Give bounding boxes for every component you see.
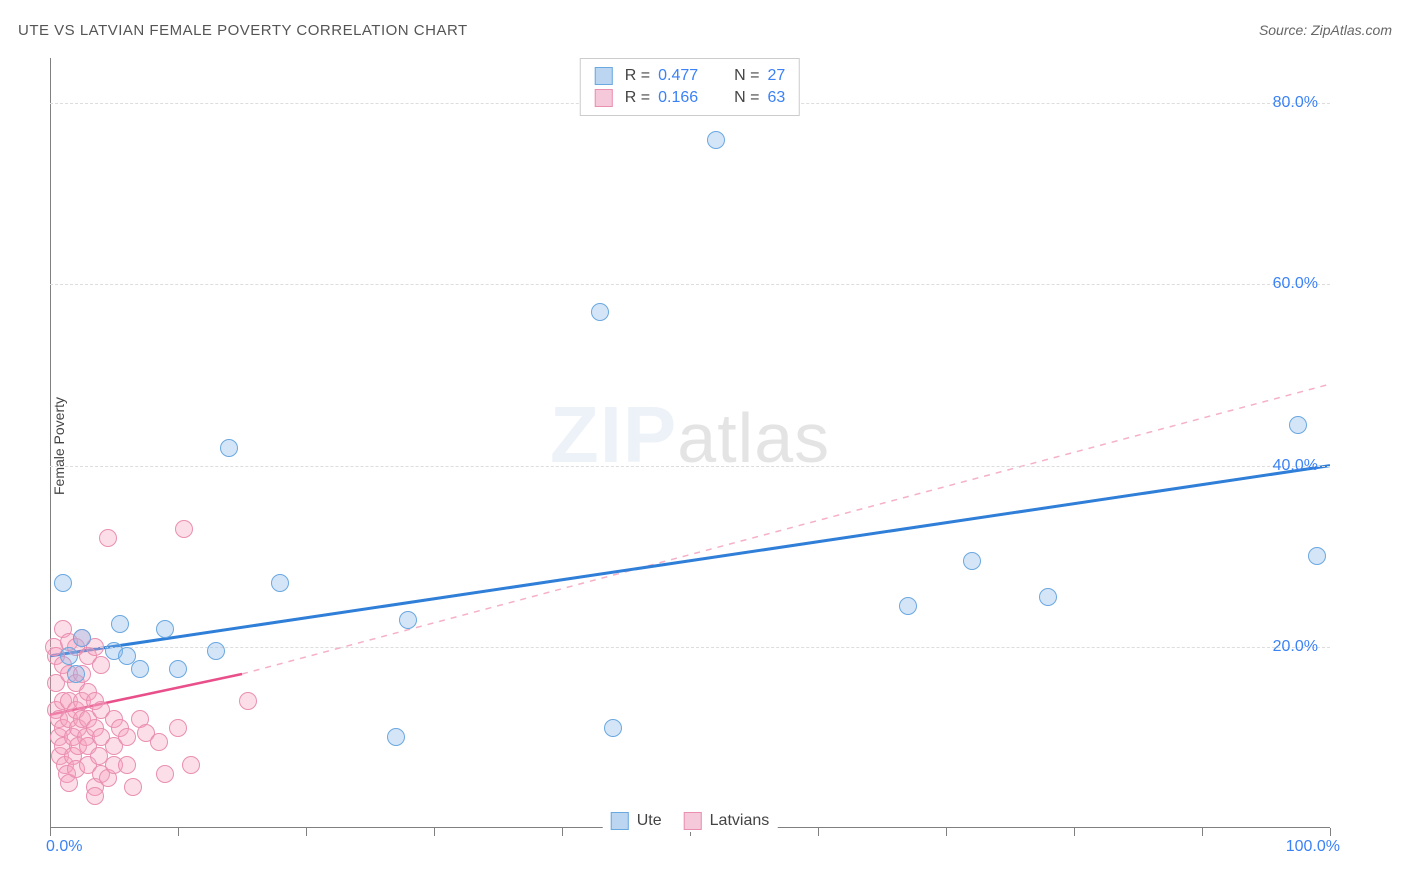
legend-item-ute: Ute [611,812,662,830]
r-label: R = [625,89,650,107]
data-point [399,611,417,629]
x-tick [946,828,947,836]
trend-lines [50,58,1330,828]
chart-area: ZIPatlas 20.0% 40.0% 60.0% 80.0% R = 0.477 … [50,58,1330,828]
legend-series: Ute Latvians [603,810,778,832]
data-point [131,660,149,678]
data-point [220,439,238,457]
data-point [86,787,104,805]
data-point [271,574,289,592]
data-point [54,574,72,592]
data-point [899,597,917,615]
y-tick-label: 80.0% [1273,94,1318,112]
data-point [604,719,622,737]
source-label: Source: ZipAtlas.com [1259,22,1392,38]
n-value-latvians: 63 [767,89,785,107]
plot-area: ZIPatlas 20.0% 40.0% 60.0% 80.0% [50,58,1330,828]
data-point [207,642,225,660]
data-point [591,303,609,321]
data-point [111,615,129,633]
legend-label-ute: Ute [637,812,662,830]
legend-swatch-latvians [595,89,613,107]
data-point [182,756,200,774]
r-value-ute: 0.477 [658,67,714,85]
n-value-ute: 27 [767,67,785,85]
x-tick-max: 100.0% [1286,838,1340,856]
y-tick-label: 60.0% [1273,275,1318,293]
data-point [707,131,725,149]
n-label: N = [734,67,759,85]
x-tick [818,828,819,836]
data-point [73,629,91,647]
data-point [1039,588,1057,606]
legend-label-latvians: Latvians [710,812,770,830]
r-value-latvians: 0.166 [658,89,714,107]
data-point [150,733,168,751]
grid-line [50,284,1330,285]
x-tick-min: 0.0% [46,838,82,856]
legend-swatch-ute [611,812,629,830]
legend-swatch-ute [595,67,613,85]
data-point [92,656,110,674]
x-tick [434,828,435,836]
n-label: N = [734,89,759,107]
data-point [169,660,187,678]
y-tick-label: 20.0% [1273,638,1318,656]
data-point [169,719,187,737]
data-point [67,665,85,683]
grid-line [50,647,1330,648]
legend-swatch-latvians [684,812,702,830]
legend-correlation: R = 0.477 N = 27 R = 0.166 N = 63 [580,58,800,116]
x-tick [306,828,307,836]
data-point [1308,547,1326,565]
x-tick [178,828,179,836]
legend-item-latvians: Latvians [684,812,770,830]
legend-row-ute: R = 0.477 N = 27 [595,65,785,87]
x-tick [1074,828,1075,836]
data-point [118,728,136,746]
legend-row-latvians: R = 0.166 N = 63 [595,87,785,109]
data-point [175,520,193,538]
data-point [99,529,117,547]
x-tick [1202,828,1203,836]
r-label: R = [625,67,650,85]
watermark: ZIPatlas [550,389,830,481]
data-point [1289,416,1307,434]
x-tick [562,828,563,836]
x-tick [1330,828,1331,836]
data-point [156,765,174,783]
grid-line [50,466,1330,467]
y-tick-label: 40.0% [1273,457,1318,475]
data-point [118,756,136,774]
chart-title: UTE VS LATVIAN FEMALE POVERTY CORRELATIO… [18,22,468,39]
data-point [124,778,142,796]
data-point [60,647,78,665]
x-tick [50,828,51,836]
data-point [239,692,257,710]
data-point [963,552,981,570]
data-point [387,728,405,746]
data-point [156,620,174,638]
